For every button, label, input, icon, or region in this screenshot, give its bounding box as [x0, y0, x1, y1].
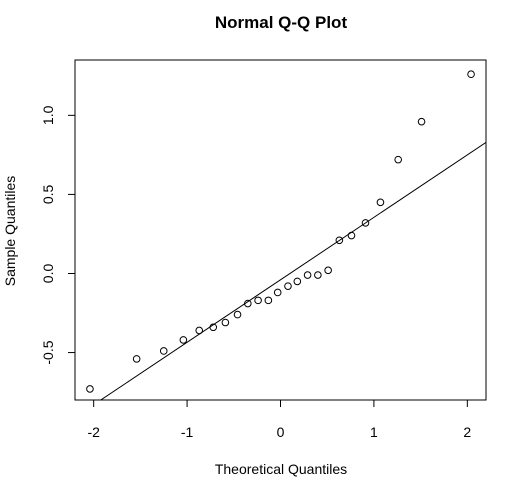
data-points	[86, 70, 475, 393]
data-point	[254, 296, 262, 305]
data-point	[361, 219, 370, 227]
data-point	[417, 117, 426, 126]
x-axis-label: Theoretical Quantiles	[215, 461, 347, 477]
y-tick-label: -0.5	[40, 340, 56, 364]
x-tick-label: -1	[181, 424, 194, 440]
y-tick-label: 0.0	[40, 264, 56, 284]
y-axis: -0.5 0.0 0.5 1.0	[40, 105, 75, 365]
plot-frame	[74, 59, 487, 401]
data-point	[159, 347, 168, 355]
data-point	[293, 277, 302, 286]
x-tick-label: 2	[463, 424, 471, 440]
data-point	[221, 318, 230, 327]
data-point	[467, 70, 475, 79]
data-point	[244, 299, 252, 308]
data-point	[394, 155, 402, 164]
data-point	[233, 310, 242, 319]
data-point	[209, 323, 218, 332]
data-point	[376, 198, 385, 207]
reference-line	[99, 141, 486, 400]
reference-line-group	[99, 141, 486, 400]
data-point	[195, 326, 204, 335]
y-axis-label: Sample Quantiles	[2, 176, 18, 287]
data-point	[303, 271, 312, 279]
data-point	[314, 271, 322, 279]
chart-title: Normal Q-Q Plot	[215, 13, 348, 32]
x-tick-label: -2	[87, 424, 100, 440]
data-point	[347, 231, 356, 240]
x-tick-label: 1	[370, 424, 378, 440]
data-point	[264, 296, 273, 305]
y-tick-label: 1.0	[40, 105, 56, 125]
data-point	[86, 385, 94, 393]
x-tick-label: 0	[277, 424, 285, 440]
y-tick-label: 0.5	[40, 184, 56, 204]
data-point	[179, 336, 188, 344]
data-point	[132, 355, 141, 363]
data-point	[335, 236, 344, 245]
data-point	[324, 266, 332, 275]
x-axis: -2 -1 0 1 2	[87, 400, 471, 440]
data-point	[273, 288, 282, 297]
data-point	[284, 282, 292, 290]
